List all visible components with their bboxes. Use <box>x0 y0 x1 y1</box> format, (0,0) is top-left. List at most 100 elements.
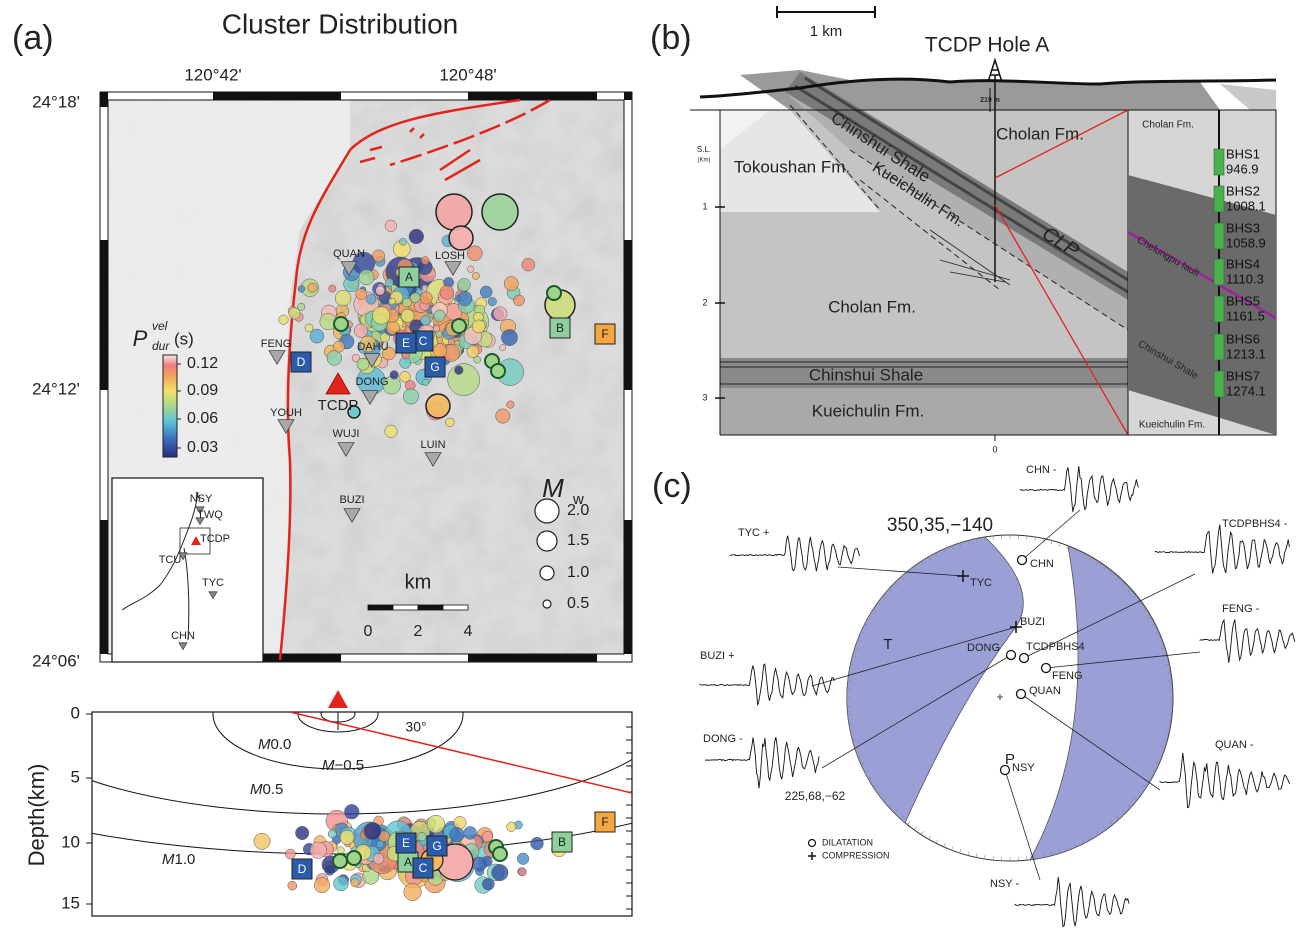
frame-block <box>213 92 341 100</box>
waveform <box>1200 620 1295 663</box>
sample-name: BHS1 <box>1226 146 1260 161</box>
lon-tick-label: 120°48' <box>439 65 496 84</box>
event <box>472 320 485 333</box>
dilatation-marker <box>1007 651 1016 660</box>
y-tick-label: 10 <box>61 832 80 851</box>
sample-depth: 1161.5 <box>1226 308 1265 323</box>
formation-label: Chinshui Shale <box>809 365 923 384</box>
legend-circle <box>543 600 551 608</box>
legend-circle <box>537 531 557 551</box>
event <box>279 315 289 325</box>
event <box>449 226 473 250</box>
station-label: LOSH <box>435 250 465 262</box>
event <box>372 307 389 324</box>
legend-label: 2.0 <box>567 502 589 519</box>
panel-label: (a) <box>12 19 54 57</box>
scale-segment <box>443 605 468 610</box>
legend-title: M <box>542 473 564 503</box>
event <box>377 841 384 848</box>
sample <box>1214 371 1224 397</box>
event <box>410 293 420 303</box>
event <box>467 246 482 261</box>
colorbar-tick-label: 0.09 <box>187 382 218 399</box>
colorbar <box>163 355 177 457</box>
event <box>467 346 479 358</box>
event <box>385 425 398 438</box>
scale-label: 1 km <box>810 23 843 40</box>
legend-label: DILATATION <box>822 837 873 847</box>
mechanism-label: 225,68,−62 <box>785 789 846 803</box>
station-label: WUJI <box>333 428 360 440</box>
scale-segment <box>393 605 418 610</box>
y-tick-label: 1 <box>702 201 707 211</box>
event <box>385 278 393 286</box>
sample <box>1214 223 1224 249</box>
colorbar-label: dur <box>152 339 170 353</box>
waveform <box>730 536 860 572</box>
cluster-label: E <box>402 836 410 850</box>
event <box>480 286 492 298</box>
event <box>389 298 396 305</box>
event <box>356 288 367 299</box>
panel-label: (b) <box>650 19 692 57</box>
event <box>385 220 397 232</box>
event <box>308 283 317 292</box>
cluster-label: A <box>405 270 413 284</box>
sample-name: BHS3 <box>1226 220 1260 235</box>
contour-label: M1.0 <box>162 851 195 868</box>
frame-block <box>100 240 108 390</box>
event <box>488 297 496 305</box>
event <box>513 295 524 306</box>
event <box>517 853 529 865</box>
event <box>254 833 270 849</box>
event <box>472 857 486 871</box>
event <box>482 878 494 890</box>
event <box>400 371 411 382</box>
contour-value: −0.5 <box>335 757 365 774</box>
event <box>333 854 347 868</box>
cluster-label: C <box>419 861 428 875</box>
event <box>434 310 445 321</box>
topography-fill <box>1220 84 1276 110</box>
y-tick-label: 5 <box>71 767 80 786</box>
cluster-label: E <box>402 336 410 350</box>
event <box>402 298 411 307</box>
event <box>496 409 510 423</box>
sample-name: BHS7 <box>1226 368 1260 383</box>
event <box>327 350 342 365</box>
legend-label: 1.0 <box>567 564 589 581</box>
cluster-label: B <box>558 835 566 849</box>
event <box>482 831 493 842</box>
colorbar-label: vel <box>152 319 168 333</box>
depth-marker: 219 m <box>980 97 1000 104</box>
station-label: YOUH <box>270 407 302 419</box>
event <box>452 319 466 333</box>
colorbar-tick-label: 0.03 <box>187 439 218 456</box>
dilatation-marker <box>1017 690 1026 699</box>
formation-label: Cholan Fm. <box>1142 120 1194 131</box>
frame-block <box>468 654 597 662</box>
dilatation-marker <box>1018 556 1027 565</box>
axis-label: Depth(km) <box>24 764 49 867</box>
sample <box>1214 186 1224 212</box>
event <box>399 238 406 245</box>
station-label: NSY <box>1012 762 1035 774</box>
event <box>504 277 518 291</box>
event <box>454 816 467 829</box>
sample-name: BHS5 <box>1226 293 1260 308</box>
formation-label: Kueichulin Fm. <box>1139 420 1205 431</box>
contour-symbol: M <box>162 851 175 868</box>
section-title: TCDP Hole A <box>925 34 1050 57</box>
formation-label: Kueichulin Fm. <box>812 401 924 420</box>
contour-label: M0.5 <box>250 781 283 798</box>
station-label: BUZI <box>1020 616 1045 628</box>
waveform-label: DONG - <box>703 733 743 745</box>
contour-value: 0.0 <box>271 736 292 753</box>
sample <box>1214 259 1224 285</box>
waveform <box>1155 525 1289 574</box>
cluster-label: D <box>298 862 307 876</box>
waveform-label: NSY - <box>990 878 1019 890</box>
station-label: DAHU <box>357 341 388 353</box>
station-label: CHN <box>1030 558 1054 570</box>
